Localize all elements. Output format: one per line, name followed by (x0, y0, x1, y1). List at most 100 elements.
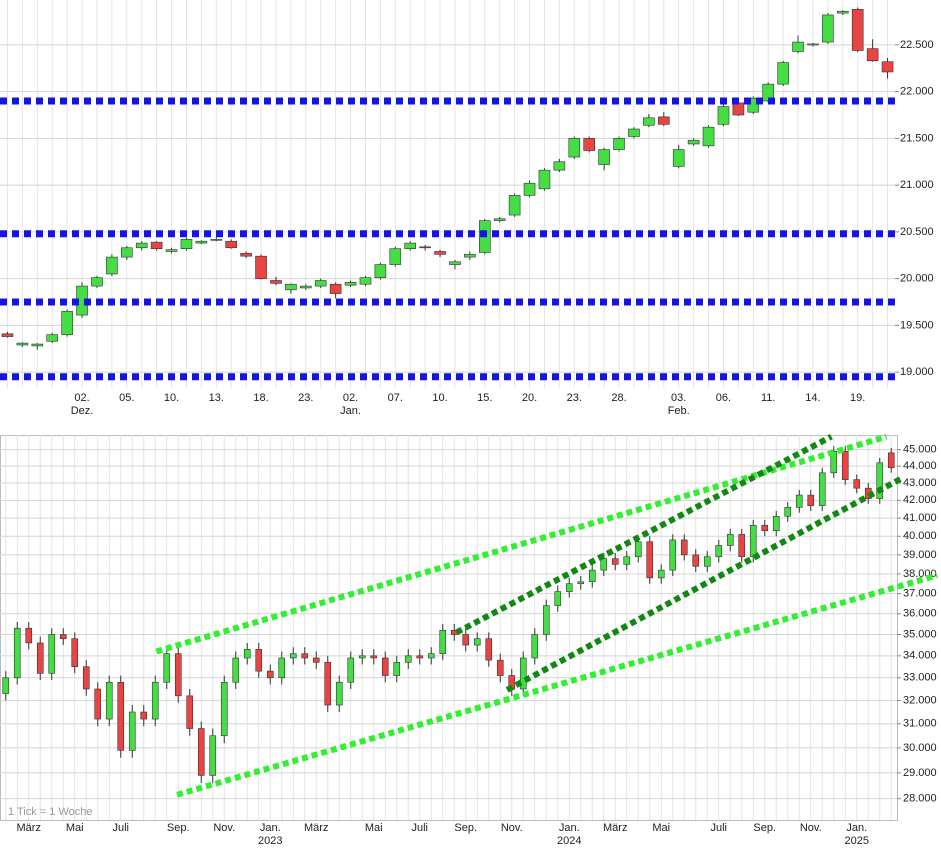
x-tick-label: 14. (805, 392, 820, 404)
candle-body (232, 657, 240, 683)
candle-body (389, 248, 402, 265)
candle-body (374, 264, 387, 278)
candle-body (542, 605, 550, 635)
x-tick-label: 06. (716, 392, 731, 404)
candle-body (611, 558, 619, 565)
x-tick-label: 02. (343, 392, 358, 404)
candle-body (150, 241, 163, 249)
candle-body (715, 545, 723, 558)
y-tick-label: 37.000 (903, 588, 937, 600)
x-tick-label: Jan. (846, 822, 867, 834)
candle-body (496, 659, 504, 676)
candle-body (31, 343, 44, 347)
candle-body (807, 43, 819, 46)
x-tick-label: 23. (567, 392, 582, 404)
candle-body (36, 642, 44, 674)
candle-body (82, 666, 90, 690)
candle-body (485, 638, 493, 661)
candle-body (702, 126, 715, 147)
candle-body (278, 657, 286, 679)
candle-body (565, 583, 573, 592)
y-tick-label: 30.000 (903, 742, 937, 754)
candle-body (749, 524, 757, 558)
candle-body (266, 670, 274, 679)
x-tick-label: 15. (477, 392, 492, 404)
candle-body (493, 218, 506, 221)
candle-body (851, 9, 864, 51)
y-tick-label: 31.000 (903, 718, 937, 730)
candle-body (692, 554, 700, 567)
x-group-label: 2024 (557, 835, 581, 847)
candle-body (13, 627, 21, 679)
candle-body (464, 254, 476, 258)
candle-body (180, 239, 193, 249)
x-tick-label: Sep. (167, 822, 190, 834)
y-tick-label: 19.500 (900, 319, 934, 331)
trend-line (505, 475, 904, 693)
x-tick-label: Juli (112, 822, 129, 834)
candle-body (761, 524, 769, 532)
y-tick-label: 33.000 (903, 672, 937, 684)
y-tick-label: 40.000 (903, 530, 937, 542)
x-tick-label: 19. (850, 392, 865, 404)
candle-body (687, 139, 700, 145)
x-tick-label: Juli (411, 822, 428, 834)
candle-body (643, 117, 655, 126)
y-tick-label: 28.000 (903, 793, 937, 805)
candle-body (347, 657, 355, 683)
y-tick-label: 20.000 (900, 273, 934, 285)
candle-body (600, 558, 608, 571)
trend-line (176, 572, 939, 798)
candle-body (830, 450, 838, 474)
candle-body (554, 591, 562, 606)
candle-body (553, 161, 566, 171)
candle-body (876, 462, 884, 499)
candle-body (795, 494, 803, 508)
candle-body (434, 251, 446, 255)
candle-body (61, 311, 73, 336)
candle-body (393, 662, 401, 676)
candle-body (71, 638, 79, 668)
candle-body (449, 261, 461, 265)
candle-body (784, 507, 792, 517)
candle-body (416, 655, 424, 659)
candle-body (220, 681, 228, 737)
candle-body (887, 452, 895, 469)
candle-body (717, 106, 730, 125)
candle-body (613, 138, 625, 150)
candle-body (16, 342, 29, 346)
candle-body (324, 662, 332, 706)
candle-body (91, 277, 103, 287)
x-tick-label: 03. (671, 392, 686, 404)
candle-body (209, 735, 217, 776)
x-tick-label: Nov. (501, 822, 523, 834)
y-tick-label: 43.000 (903, 477, 937, 489)
candle-body (255, 649, 263, 672)
candle-body (370, 655, 378, 659)
candle-body (48, 634, 56, 674)
candle-body (197, 728, 205, 776)
candle-body (836, 10, 849, 14)
trend-line (455, 433, 833, 636)
candle-body (289, 653, 297, 659)
y-tick-label: 20.500 (900, 226, 934, 238)
x-tick-label: Mai (652, 822, 670, 834)
candle-body (94, 688, 102, 720)
candle-body (359, 277, 372, 285)
x-tick-label: 11. (761, 392, 775, 404)
note: 1 Tick = 1 Woche (8, 806, 92, 818)
x-group-label: Jan. (340, 405, 361, 417)
x-tick-label: März (603, 822, 627, 834)
candle-body (358, 655, 366, 659)
x-group-label: 2023 (258, 835, 282, 847)
candle-body (807, 494, 815, 506)
candle-body (404, 242, 417, 249)
x-tick-label: 10. (432, 392, 447, 404)
x-tick-label: März (304, 822, 328, 834)
x-tick-label: 13. (209, 392, 224, 404)
candle-body (174, 653, 182, 697)
candle-body (2, 677, 10, 694)
candle-body (59, 634, 67, 640)
candle-body (312, 657, 320, 663)
x-tick-label: 23. (298, 392, 313, 404)
